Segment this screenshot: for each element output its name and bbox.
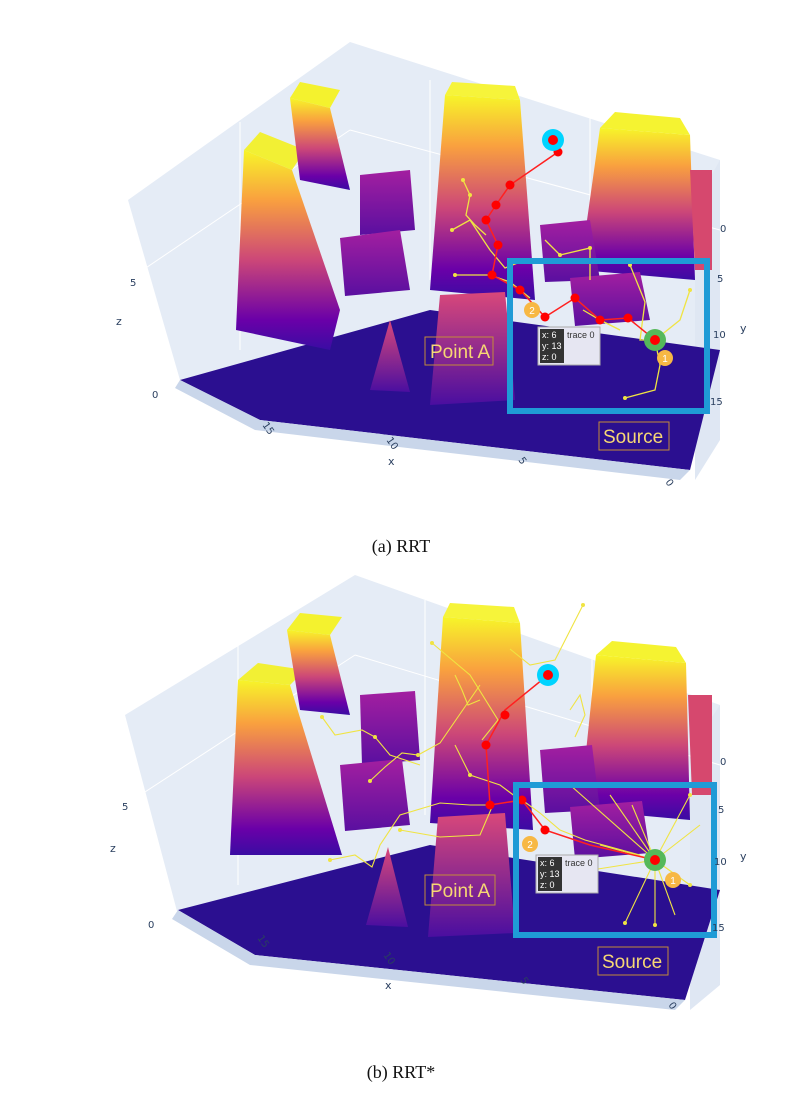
floor-front	[175, 380, 690, 480]
block-pink	[430, 292, 515, 405]
caption-rrt-star: (b) RRT*	[366, 1062, 436, 1082]
obstacle-center-cap	[443, 603, 520, 623]
goal-marker-center	[543, 670, 553, 680]
obstacle-back-left	[290, 98, 350, 190]
badge-2-label: 2	[527, 840, 533, 851]
hover-y: y: 13	[540, 869, 560, 879]
y-tick-0: 0	[720, 224, 726, 235]
rrt-panel: 2 1 x: 6 y: 13 z: 0 trace 0 Point A Sour…	[0, 20, 802, 520]
hover-x: x: 6	[542, 330, 557, 340]
source-label: Source	[602, 952, 662, 973]
obstacle-right-top	[596, 641, 686, 663]
block-purple-4	[570, 272, 650, 326]
y-tick-15: 15	[712, 923, 725, 934]
rrt-star-panel: 2 1 x: 6 y: 13 z: 0 trace 0 Point A Sour…	[0, 555, 802, 1055]
y-tick-10: 10	[714, 857, 727, 868]
highlight-box	[507, 258, 710, 414]
y-axis-title: y	[740, 322, 747, 335]
block-purple-1	[360, 691, 420, 765]
z-tick-0: 0	[152, 390, 158, 401]
x-axis-title: x	[388, 455, 395, 468]
block-purple-2	[340, 759, 410, 831]
x-tick-5: 5	[516, 455, 529, 467]
caption-rrt: (a) RRT	[371, 536, 431, 556]
z-tick-0: 0	[148, 920, 154, 931]
rrt-3d-plot[interactable]: 2 1 x: 6 y: 13 z: 0 trace 0 Point A Sour…	[0, 20, 802, 520]
x-axis-title: x	[385, 979, 392, 992]
y-tick-5: 5	[717, 274, 723, 285]
obstacle-back-left	[287, 630, 350, 715]
hover-trace: trace 0	[565, 858, 593, 868]
point-a-label: Point A	[430, 881, 491, 902]
badge-2	[524, 302, 540, 318]
x-tick-5: 5	[518, 975, 531, 987]
badge-1-label: 1	[670, 876, 676, 887]
highlight-box	[513, 782, 717, 938]
z-axis-title: z	[116, 315, 122, 328]
point-a-label: Point A	[430, 342, 491, 363]
badge-1-label: 1	[662, 354, 668, 365]
obstacle-center-cap	[445, 82, 520, 100]
obstacle-back-left-top	[290, 82, 340, 108]
obstacle-left-tall-top	[238, 663, 305, 685]
y-tick-5: 5	[718, 805, 724, 816]
hover-z: z: 0	[542, 352, 557, 362]
z-axis-title: z	[110, 842, 116, 855]
y-tick-10: 10	[713, 330, 726, 341]
source-box	[597, 946, 669, 976]
obstacle-right-top	[600, 112, 690, 135]
rrt-star-3d-plot[interactable]: 2 1 x: 6 y: 13 z: 0 trace 0 Point A Sour…	[0, 555, 802, 1055]
point-a-box	[424, 874, 496, 906]
y-axis-title: y	[740, 850, 747, 863]
rrt-star-tree-nodes	[320, 603, 692, 927]
source-marker-center	[650, 855, 660, 865]
obstacle-left-tall-top	[244, 132, 305, 170]
rrt-star-path-nodes	[481, 710, 550, 835]
z-tick-5: 5	[130, 278, 136, 289]
source-box	[598, 421, 670, 451]
block-purple-3	[540, 745, 600, 813]
block-purple-2	[340, 230, 410, 296]
source-marker-center	[650, 335, 660, 345]
obstacle-right	[580, 128, 695, 280]
rrt-path-nodes	[481, 147, 633, 325]
obstacle-right	[580, 655, 690, 820]
badge-1	[657, 350, 673, 366]
y-tick-0: 0	[720, 757, 726, 768]
goal-marker-center	[548, 135, 558, 145]
y-tick-15: 15	[710, 397, 723, 408]
source-label: Source	[603, 427, 663, 448]
obstacle-back-left-top	[287, 613, 342, 635]
obstacle-center-top	[430, 617, 533, 830]
cone-obstacle	[370, 320, 410, 392]
x-tick-0: 0	[666, 1000, 679, 1012]
hover-z: z: 0	[540, 880, 555, 890]
point-a-box	[424, 336, 494, 366]
block-pink-right-edge	[688, 695, 712, 795]
hover-x: x: 6	[540, 858, 555, 868]
z-tick-5: 5	[122, 802, 128, 813]
badge-1	[665, 872, 681, 888]
cone-obstacle	[366, 847, 408, 927]
badge-2	[522, 836, 538, 852]
hover-y: y: 13	[542, 341, 562, 351]
obstacle-center-top	[430, 95, 535, 300]
badge-2-label: 2	[529, 306, 535, 317]
obstacle-left-tall	[230, 680, 342, 855]
block-pink-right-edge	[690, 170, 712, 270]
rrt-star-tree-edges	[321, 604, 701, 925]
hover-values-bg	[540, 329, 564, 363]
hover-trace: trace 0	[567, 330, 595, 340]
block-purple-3	[540, 220, 600, 282]
hover-values-bg	[538, 857, 562, 891]
block-purple-1	[360, 170, 415, 235]
obstacle-left-tall	[236, 150, 340, 350]
x-tick-0: 0	[663, 477, 676, 489]
floor-front	[172, 910, 685, 1010]
